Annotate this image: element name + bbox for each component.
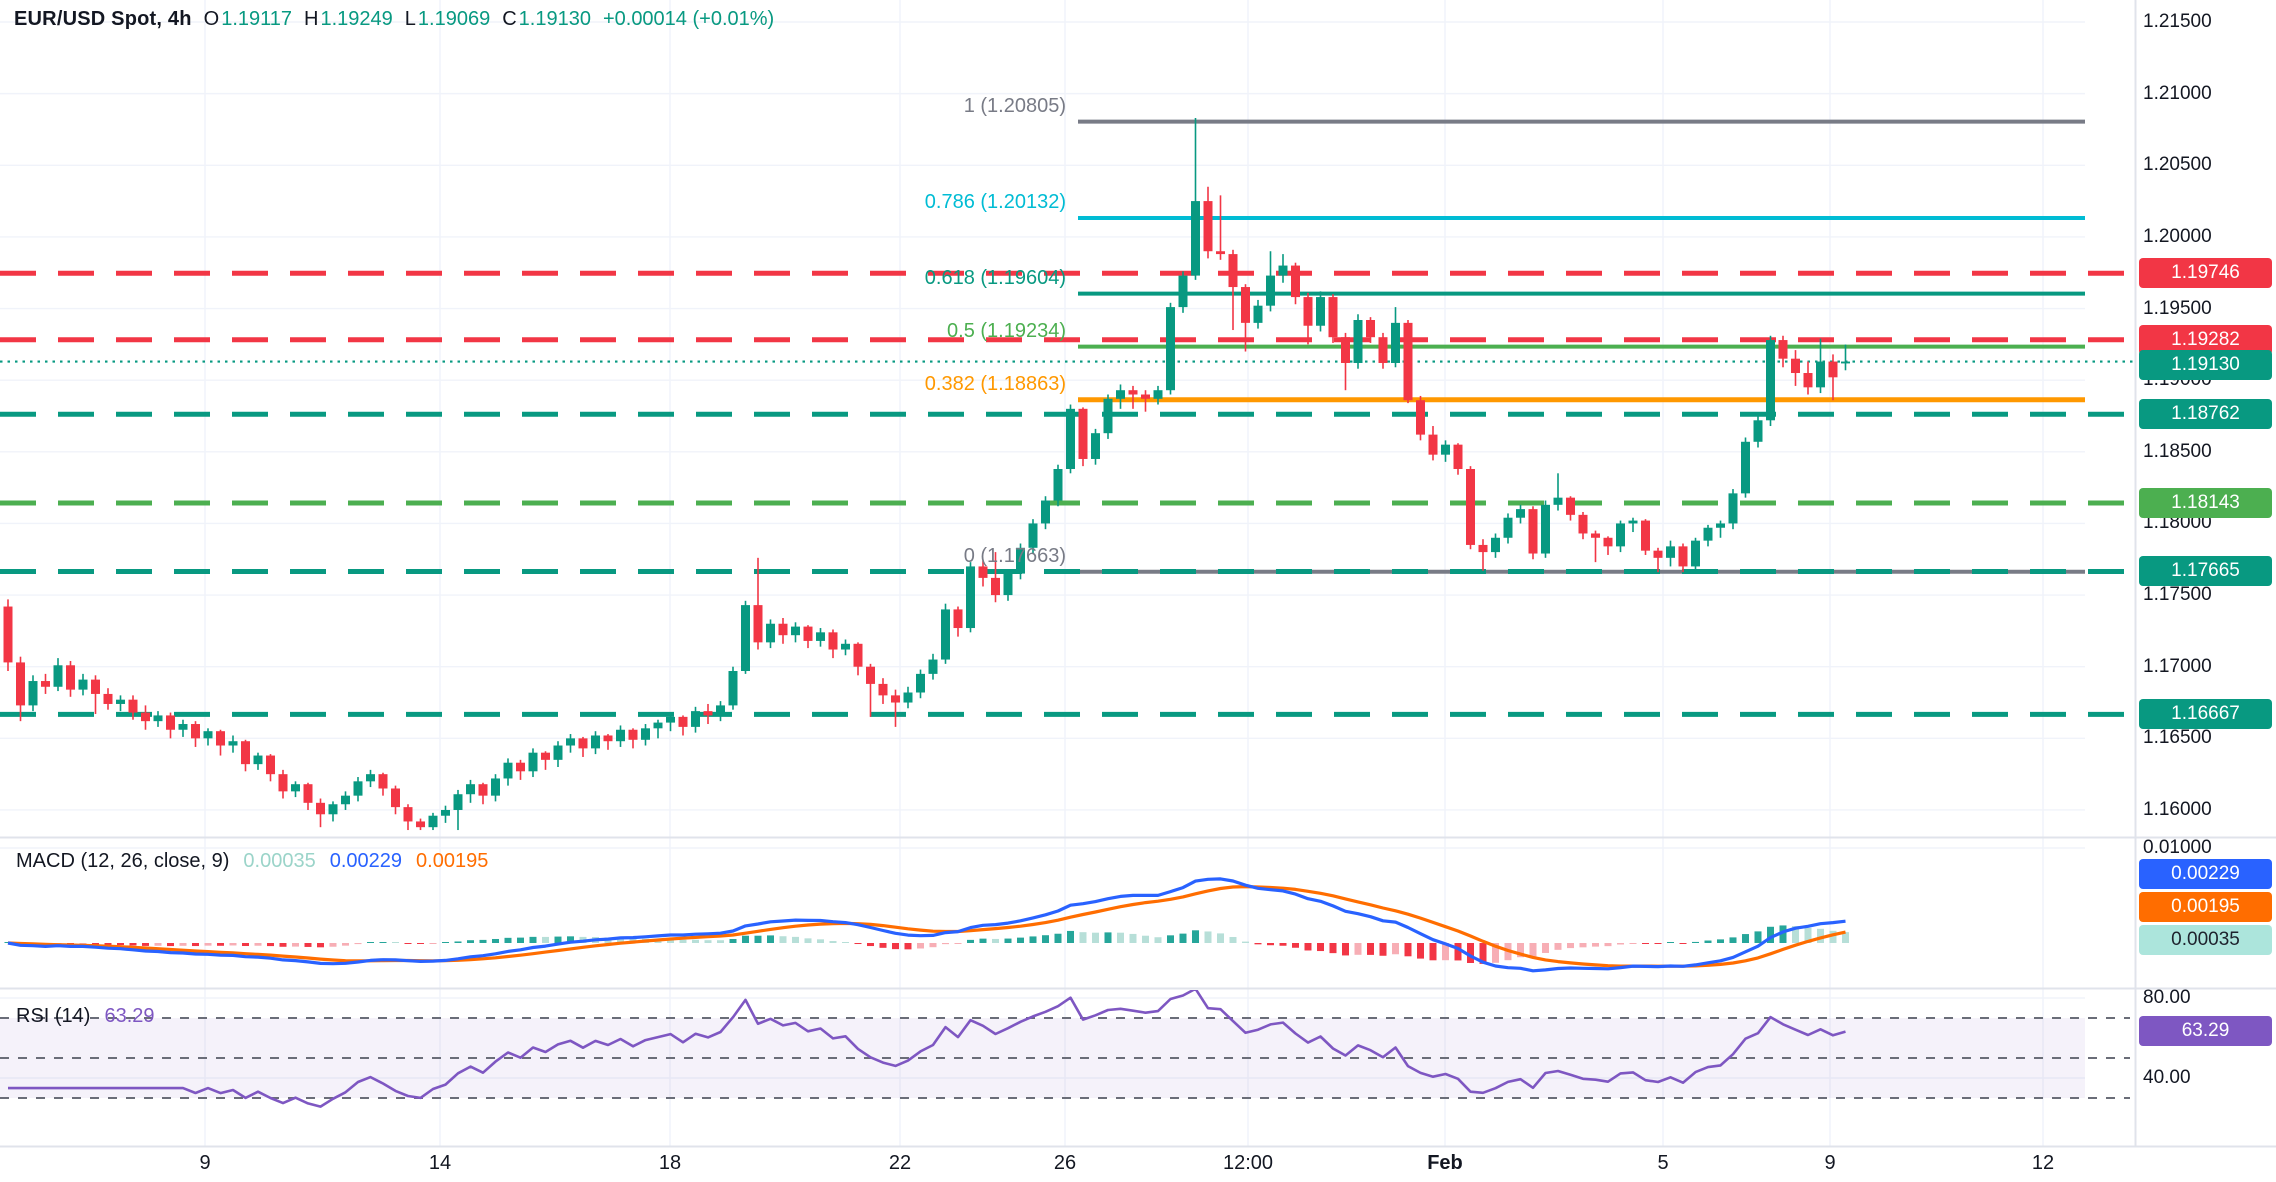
rsi-title[interactable]: RSI (14)	[16, 1005, 91, 1027]
time-axis[interactable]	[0, 1147, 2276, 1182]
price-axis[interactable]	[2088, 0, 2276, 1146]
ohlc-close: C 1.19130	[502, 8, 591, 30]
rsi-header: RSI (14) 63.29	[16, 1005, 155, 1028]
macd-title[interactable]: MACD (12, 26, close, 9)	[16, 850, 230, 872]
symbol-title[interactable]: EUR/USD Spot, 4h	[14, 8, 192, 30]
macd-header-value: 0.00229	[329, 850, 403, 872]
symbol-header: EUR/USD Spot, 4h O 1.19117 H 1.19249 L 1.19…	[14, 8, 774, 31]
macd-header: MACD (12, 26, close, 9) 0.00035 0.00229 0.…	[16, 850, 502, 873]
macd-header-value: 0.00035	[243, 850, 316, 872]
macd-header-value: 0.00195	[416, 850, 489, 872]
macd-values: 0.00035 0.00229 0.00195	[243, 850, 502, 873]
ohlc-open: O 1.19117	[203, 8, 293, 30]
price-change: +0.00014 (+0.01%)	[602, 8, 775, 30]
ohlc-low: L 1.19069	[404, 8, 491, 30]
ohlc-high: H 1.19249	[304, 8, 393, 30]
rsi-value: 63.29	[104, 1005, 155, 1027]
